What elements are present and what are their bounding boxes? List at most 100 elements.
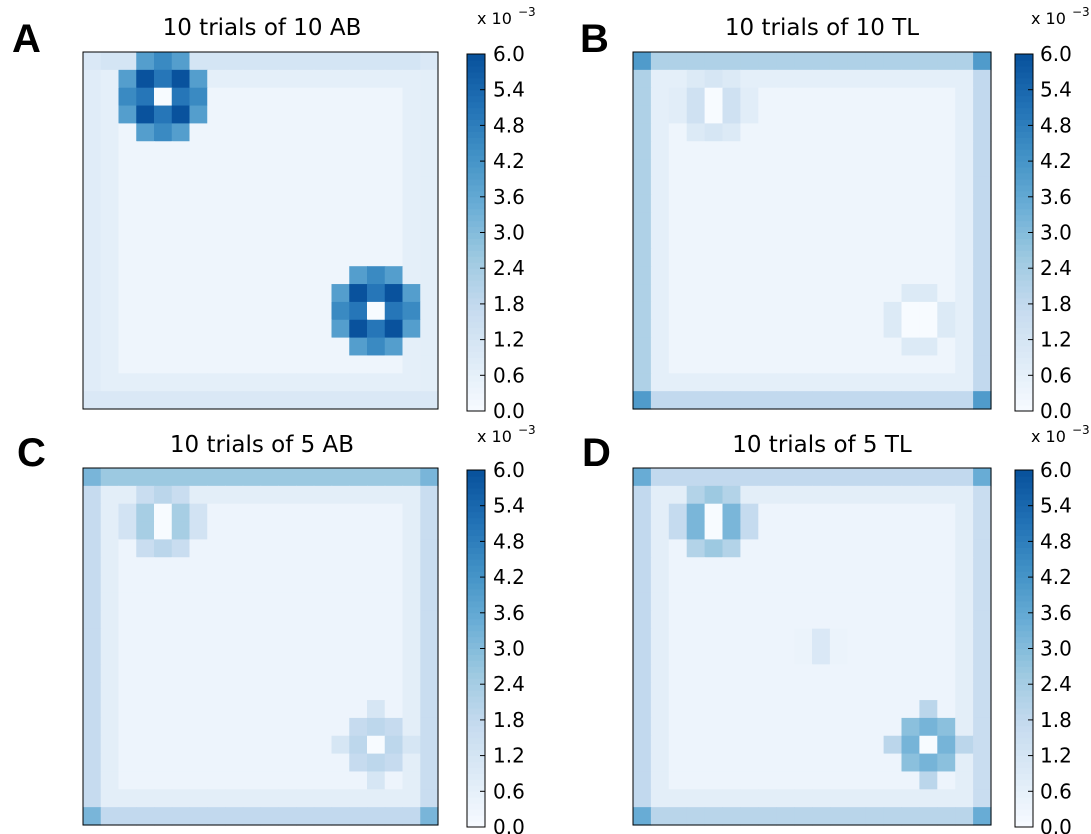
heatmap-cell: [812, 319, 831, 339]
heatmap-cell: [136, 503, 155, 523]
heatmap-cell: [242, 628, 262, 648]
heatmap-cell: [758, 753, 777, 773]
heatmap-cell: [278, 373, 297, 392]
heatmap-cell: [955, 248, 974, 267]
colorbar-segment: [467, 803, 485, 810]
heatmap-cell: [349, 230, 368, 249]
heatmap-cell: [919, 664, 938, 683]
heatmap-cell: [865, 391, 885, 410]
heatmap-cell: [154, 557, 173, 576]
heatmap-cell: [225, 337, 244, 357]
heatmap-cell: [668, 266, 688, 285]
heatmap-cell: [650, 717, 670, 737]
heatmap-cell: [402, 646, 421, 665]
heatmap-cell: [973, 52, 992, 71]
heatmap-cell: [278, 753, 297, 773]
colorbar: 0.00.61.21.82.43.03.64.24.85.46.0x 10 −3: [466, 5, 536, 423]
colorbar-segment: [467, 54, 485, 61]
heatmap-cell: [349, 771, 368, 790]
heatmap-cell: [313, 87, 333, 107]
heatmap-cell: [919, 194, 938, 214]
heatmap-cell: [883, 539, 903, 558]
heatmap-cell: [367, 105, 386, 124]
heatmap-cell: [100, 69, 120, 89]
colorbar-segment: [467, 642, 485, 649]
heatmap-cell: [668, 87, 688, 107]
heatmap-cell: [812, 159, 831, 178]
heatmap-cell: [296, 355, 315, 374]
heatmap-cell: [136, 610, 155, 630]
heatmap-cell: [242, 105, 262, 124]
colorbar-segment: [1015, 101, 1033, 109]
colorbar-tick-label: 1.2: [493, 328, 525, 352]
colorbar-segment: [467, 351, 485, 358]
heatmap-cell: [402, 753, 421, 773]
colorbar-tick-label: 6.0: [1040, 42, 1072, 66]
heatmap-cell: [901, 557, 920, 576]
heatmap-cell: [901, 69, 920, 89]
heatmap-cell: [402, 212, 421, 232]
colorbar-segment: [1015, 672, 1033, 679]
heatmap-cell: [83, 194, 102, 214]
heatmap-cell: [758, 682, 777, 701]
heatmap-cell: [225, 123, 244, 142]
heatmap-cell: [829, 69, 849, 89]
heatmap-cell: [686, 771, 706, 790]
heatmap-cell: [402, 807, 421, 826]
heatmap-cell: [776, 592, 795, 612]
heatmap-cell: [171, 682, 191, 701]
heatmap-cell: [847, 485, 867, 505]
heatmap-cell: [242, 230, 262, 249]
heatmap-cell: [955, 337, 974, 357]
heatmap-cell: [937, 266, 956, 285]
heatmap-cell: [704, 176, 724, 196]
heatmap-cell: [686, 503, 706, 523]
heatmap-cell: [136, 176, 155, 196]
heatmap-cell: [402, 503, 421, 523]
heatmap-cell: [650, 301, 670, 321]
heatmap-cell: [136, 159, 155, 178]
heatmap-cell: [740, 373, 759, 392]
heatmap-cell: [313, 610, 333, 630]
heatmap-cell: [136, 646, 155, 665]
heatmap-cell: [313, 557, 333, 576]
colorbar-segment: [1015, 523, 1033, 530]
heatmap-cell: [189, 319, 208, 339]
heatmap-cell: [686, 628, 706, 648]
colorbar-segment: [467, 107, 485, 114]
heatmap-cell: [776, 646, 795, 665]
heatmap-cell: [758, 503, 777, 523]
plot-frame: [632, 467, 992, 826]
colorbar-segment: [467, 149, 485, 156]
heatmap-cell: [420, 391, 439, 410]
colorbar-tick-label: 5.4: [493, 494, 525, 518]
heatmap-cell: [919, 373, 938, 392]
heatmap-cell: [296, 789, 315, 808]
heatmap-cell: [402, 159, 421, 178]
heatmap-cell: [973, 646, 992, 665]
heatmap-cell: [847, 355, 867, 374]
heatmap-cell: [296, 319, 315, 339]
heatmap-cell: [901, 123, 920, 142]
heatmap-cell: [794, 373, 813, 392]
heatmap-cell: [794, 319, 813, 339]
colorbar-segment: [467, 731, 485, 739]
heatmap-cell: [919, 539, 938, 558]
heatmap-cell: [865, 355, 885, 374]
heatmap-cell: [225, 176, 244, 196]
heatmap-cell: [189, 485, 208, 505]
colorbar-segment: [467, 202, 485, 210]
heatmap-cell: [686, 575, 706, 594]
heatmap-cell: [865, 700, 885, 719]
heatmap-cell: [296, 575, 315, 594]
heatmap-cell: [812, 69, 831, 89]
heatmap-cell: [189, 468, 208, 487]
colorbar-segment: [1015, 155, 1033, 162]
heatmap-cell: [349, 485, 368, 505]
heatmap-cell: [883, 141, 903, 160]
colorbar-segment: [1015, 475, 1033, 483]
heatmap-cell: [740, 141, 759, 160]
heatmap-cell: [260, 123, 279, 142]
heatmap-cell: [367, 284, 386, 303]
heatmap-cell: [296, 266, 315, 285]
